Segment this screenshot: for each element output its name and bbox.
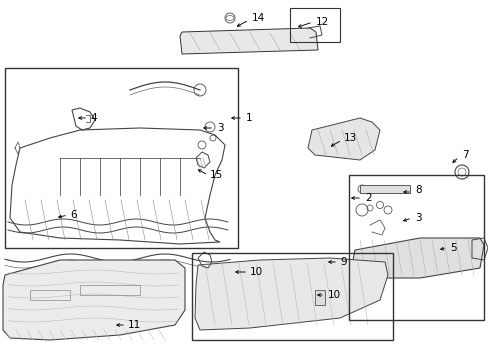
- Bar: [348, 175, 483, 320]
- Text: 3: 3: [217, 123, 223, 133]
- Bar: [30, 290, 70, 300]
- Polygon shape: [195, 258, 387, 330]
- Bar: [289, 8, 339, 42]
- Text: 15: 15: [209, 170, 223, 180]
- Text: 10: 10: [249, 267, 263, 277]
- Bar: [314, 290, 325, 305]
- Text: 8: 8: [414, 185, 421, 195]
- Text: 13: 13: [343, 133, 357, 143]
- Text: 5: 5: [449, 243, 456, 253]
- Text: 10: 10: [327, 290, 341, 300]
- Polygon shape: [307, 118, 379, 160]
- Polygon shape: [3, 260, 184, 340]
- Text: 7: 7: [461, 150, 468, 160]
- Text: 1: 1: [245, 113, 252, 123]
- Polygon shape: [351, 238, 483, 278]
- Text: 14: 14: [251, 13, 264, 23]
- Bar: [359, 185, 409, 193]
- Text: 4: 4: [90, 113, 97, 123]
- Bar: [192, 253, 392, 340]
- Text: 6: 6: [70, 210, 77, 220]
- Bar: [80, 285, 140, 295]
- Text: 9: 9: [339, 257, 346, 267]
- Bar: [5, 68, 238, 248]
- Polygon shape: [180, 28, 317, 54]
- Text: 3: 3: [414, 213, 421, 223]
- Text: 12: 12: [315, 17, 328, 27]
- Text: 11: 11: [128, 320, 141, 330]
- Text: 2: 2: [364, 193, 371, 203]
